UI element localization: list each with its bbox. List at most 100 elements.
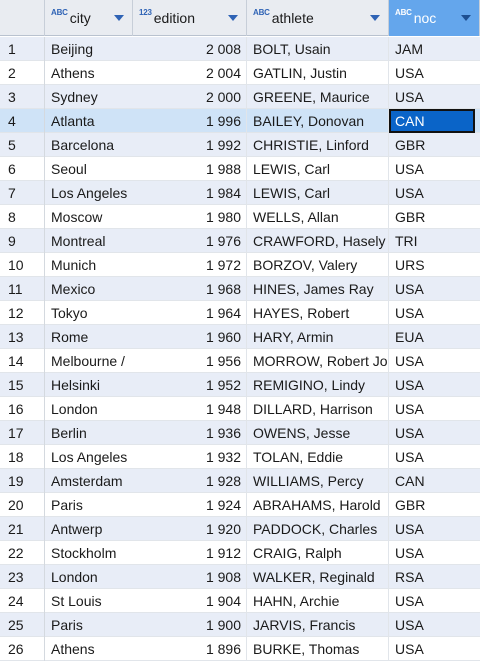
- table-row[interactable]: 21 Antwerp 1 920 PADDOCK, Charles USA: [0, 517, 480, 541]
- row-number-cell[interactable]: 9: [0, 229, 45, 253]
- table-row[interactable]: 18 Los Angeles 1 932 TOLAN, Eddie USA: [0, 445, 480, 469]
- athlete-cell[interactable]: BORZOV, Valery: [247, 253, 389, 277]
- row-number-cell[interactable]: 20: [0, 493, 45, 517]
- athlete-cell[interactable]: GATLIN, Justin: [247, 61, 389, 85]
- city-cell[interactable]: Los Angeles: [45, 181, 133, 205]
- row-number-cell[interactable]: 12: [0, 301, 45, 325]
- edition-cell[interactable]: 1 972: [133, 253, 247, 277]
- city-cell[interactable]: Seoul: [45, 157, 133, 181]
- noc-cell[interactable]: CAN: [389, 469, 475, 493]
- city-cell[interactable]: Athens: [45, 637, 133, 661]
- table-row[interactable]: 17 Berlin 1 936 OWENS, Jesse USA: [0, 421, 480, 445]
- athlete-cell[interactable]: HARY, Armin: [247, 325, 389, 349]
- table-row[interactable]: 10 Munich 1 972 BORZOV, Valery URS: [0, 253, 480, 277]
- noc-cell[interactable]: USA: [389, 445, 475, 469]
- city-cell[interactable]: Tokyo: [45, 301, 133, 325]
- city-cell[interactable]: Munich: [45, 253, 133, 277]
- city-cell[interactable]: Beijing: [45, 37, 133, 61]
- edition-cell[interactable]: 1 956: [133, 349, 247, 373]
- edition-cell[interactable]: 2 008: [133, 37, 247, 61]
- city-cell[interactable]: Los Angeles: [45, 445, 133, 469]
- city-cell[interactable]: Paris: [45, 613, 133, 637]
- table-row[interactable]: 13 Rome 1 960 HARY, Armin EUA: [0, 325, 480, 349]
- edition-cell[interactable]: 1 960: [133, 325, 247, 349]
- row-number-cell[interactable]: 1: [0, 37, 45, 61]
- noc-cell[interactable]: GBR: [389, 205, 475, 229]
- edition-cell[interactable]: 2 004: [133, 61, 247, 85]
- noc-cell[interactable]: USA: [389, 61, 475, 85]
- noc-cell[interactable]: USA: [389, 157, 475, 181]
- noc-cell[interactable]: USA: [389, 613, 475, 637]
- column-header-athlete[interactable]: ABC athlete: [247, 0, 389, 36]
- table-row[interactable]: 7 Los Angeles 1 984 LEWIS, Carl USA: [0, 181, 480, 205]
- table-row[interactable]: 3 Sydney 2 000 GREENE, Maurice USA: [0, 85, 480, 109]
- city-cell[interactable]: London: [45, 397, 133, 421]
- athlete-cell[interactable]: CRAIG, Ralph: [247, 541, 389, 565]
- table-row[interactable]: 16 London 1 948 DILLARD, Harrison USA: [0, 397, 480, 421]
- edition-cell[interactable]: 1 912: [133, 541, 247, 565]
- row-number-cell[interactable]: 19: [0, 469, 45, 493]
- athlete-cell[interactable]: BURKE, Thomas: [247, 637, 389, 661]
- edition-cell[interactable]: 1 932: [133, 445, 247, 469]
- row-number-cell[interactable]: 24: [0, 589, 45, 613]
- edition-cell[interactable]: 1 936: [133, 421, 247, 445]
- edition-cell[interactable]: 1 964: [133, 301, 247, 325]
- row-number-cell[interactable]: 6: [0, 157, 45, 181]
- row-number-header[interactable]: [0, 0, 45, 36]
- noc-cell[interactable]: USA: [389, 181, 475, 205]
- row-number-cell[interactable]: 18: [0, 445, 45, 469]
- chevron-down-icon[interactable]: [114, 15, 124, 21]
- table-row[interactable]: 9 Montreal 1 976 CRAWFORD, Hasely TRI: [0, 229, 480, 253]
- row-number-cell[interactable]: 3: [0, 85, 45, 109]
- edition-cell[interactable]: 1 896: [133, 637, 247, 661]
- athlete-cell[interactable]: BAILEY, Donovan: [247, 109, 389, 133]
- city-cell[interactable]: Athens: [45, 61, 133, 85]
- noc-cell[interactable]: USA: [389, 637, 475, 661]
- table-row[interactable]: 22 Stockholm 1 912 CRAIG, Ralph USA: [0, 541, 480, 565]
- noc-cell[interactable]: USA: [389, 85, 475, 109]
- row-number-cell[interactable]: 14: [0, 349, 45, 373]
- edition-cell[interactable]: 2 000: [133, 85, 247, 109]
- city-cell[interactable]: Stockholm: [45, 541, 133, 565]
- edition-cell[interactable]: 1 928: [133, 469, 247, 493]
- city-cell[interactable]: Antwerp: [45, 517, 133, 541]
- row-number-cell[interactable]: 17: [0, 421, 45, 445]
- noc-cell[interactable]: GBR: [389, 133, 475, 157]
- athlete-cell[interactable]: BOLT, Usain: [247, 37, 389, 61]
- city-cell[interactable]: Barcelona: [45, 133, 133, 157]
- athlete-cell[interactable]: ABRAHAMS, Harold: [247, 493, 389, 517]
- table-row[interactable]: 19 Amsterdam 1 928 WILLIAMS, Percy CAN: [0, 469, 480, 493]
- athlete-cell[interactable]: GREENE, Maurice: [247, 85, 389, 109]
- table-row[interactable]: 1 Beijing 2 008 BOLT, Usain JAM: [0, 37, 480, 61]
- row-number-cell[interactable]: 4: [0, 109, 45, 133]
- table-row[interactable]: 25 Paris 1 900 JARVIS, Francis USA: [0, 613, 480, 637]
- athlete-cell[interactable]: DILLARD, Harrison: [247, 397, 389, 421]
- noc-cell[interactable]: USA: [389, 301, 475, 325]
- table-row[interactable]: 12 Tokyo 1 964 HAYES, Robert USA: [0, 301, 480, 325]
- city-cell[interactable]: Rome: [45, 325, 133, 349]
- athlete-cell[interactable]: HINES, James Ray: [247, 277, 389, 301]
- row-number-cell[interactable]: 23: [0, 565, 45, 589]
- edition-cell[interactable]: 1 992: [133, 133, 247, 157]
- row-number-cell[interactable]: 21: [0, 517, 45, 541]
- noc-cell[interactable]: USA: [389, 589, 475, 613]
- table-row[interactable]: 23 London 1 908 WALKER, Reginald RSA: [0, 565, 480, 589]
- city-cell[interactable]: Melbourne /: [45, 349, 133, 373]
- athlete-cell[interactable]: TOLAN, Eddie: [247, 445, 389, 469]
- city-cell[interactable]: Sydney: [45, 85, 133, 109]
- table-row[interactable]: 24 St Louis 1 904 HAHN, Archie USA: [0, 589, 480, 613]
- athlete-cell[interactable]: OWENS, Jesse: [247, 421, 389, 445]
- row-number-cell[interactable]: 16: [0, 397, 45, 421]
- athlete-cell[interactable]: PADDOCK, Charles: [247, 517, 389, 541]
- athlete-cell[interactable]: CRAWFORD, Hasely: [247, 229, 389, 253]
- athlete-cell[interactable]: MORROW, Robert Jo: [247, 349, 389, 373]
- athlete-cell[interactable]: WILLIAMS, Percy: [247, 469, 389, 493]
- edition-cell[interactable]: 1 908: [133, 565, 247, 589]
- edition-cell[interactable]: 1 968: [133, 277, 247, 301]
- chevron-down-icon[interactable]: [228, 15, 238, 21]
- table-row[interactable]: 14 Melbourne / 1 956 MORROW, Robert Jo USA: [0, 349, 480, 373]
- athlete-cell[interactable]: LEWIS, Carl: [247, 181, 389, 205]
- noc-cell[interactable]: RSA: [389, 565, 475, 589]
- edition-cell[interactable]: 1 988: [133, 157, 247, 181]
- city-cell[interactable]: St Louis: [45, 589, 133, 613]
